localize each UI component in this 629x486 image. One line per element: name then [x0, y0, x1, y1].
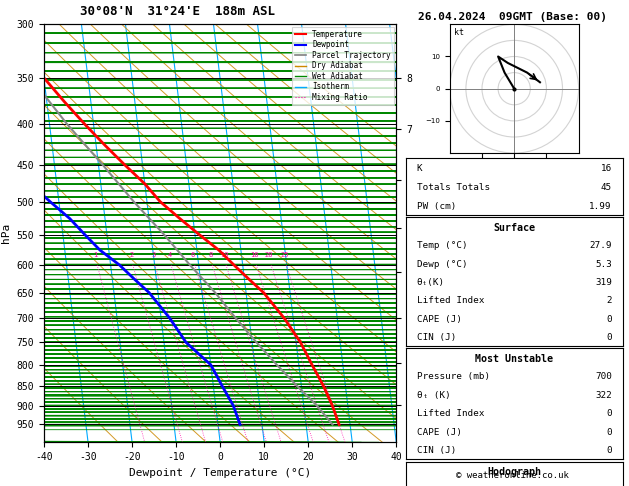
Text: CIN (J): CIN (J): [416, 333, 456, 342]
Legend: Temperature, Dewpoint, Parcel Trajectory, Dry Adiabat, Wet Adiabat, Isotherm, Mi: Temperature, Dewpoint, Parcel Trajectory…: [292, 27, 394, 105]
Text: Lifted Index: Lifted Index: [416, 296, 484, 305]
Text: 700: 700: [595, 372, 612, 382]
Text: 25: 25: [280, 252, 289, 258]
Text: 16: 16: [601, 164, 612, 173]
Text: 3: 3: [151, 252, 155, 258]
Text: Dewp (°C): Dewp (°C): [416, 260, 467, 269]
Text: θₜ (K): θₜ (K): [416, 391, 450, 400]
Text: 1.99: 1.99: [589, 202, 612, 210]
Text: 16: 16: [250, 252, 259, 258]
Text: 1: 1: [94, 252, 97, 258]
Text: 45: 45: [601, 183, 612, 191]
Y-axis label: hPa: hPa: [1, 223, 11, 243]
Text: kt: kt: [454, 28, 464, 37]
Text: 0: 0: [606, 409, 612, 418]
Text: CAPE (J): CAPE (J): [416, 428, 462, 437]
X-axis label: Dewpoint / Temperature (°C): Dewpoint / Temperature (°C): [129, 468, 311, 478]
Text: Pressure (mb): Pressure (mb): [416, 372, 490, 382]
Text: CAPE (J): CAPE (J): [416, 315, 462, 324]
Text: Most Unstable: Most Unstable: [475, 354, 554, 364]
Text: Mixing Ratio (g/kg): Mixing Ratio (g/kg): [442, 232, 451, 334]
Text: 8: 8: [208, 252, 213, 258]
Text: 20: 20: [265, 252, 274, 258]
Text: Temp (°C): Temp (°C): [416, 241, 467, 250]
Text: 319: 319: [595, 278, 612, 287]
Text: Totals Totals: Totals Totals: [416, 183, 490, 191]
Text: 26.04.2024  09GMT (Base: 00): 26.04.2024 09GMT (Base: 00): [418, 12, 607, 22]
Text: Lifted Index: Lifted Index: [416, 409, 484, 418]
Text: 2: 2: [606, 296, 612, 305]
Text: K: K: [416, 164, 422, 173]
Text: 322: 322: [595, 391, 612, 400]
Text: Hodograph: Hodograph: [487, 467, 541, 477]
Text: θₜ(K): θₜ(K): [416, 278, 445, 287]
Text: Surface: Surface: [493, 223, 535, 233]
Y-axis label: km
ASL: km ASL: [413, 225, 435, 242]
Text: 27.9: 27.9: [589, 241, 612, 250]
Text: 30°08'N  31°24'E  188m ASL: 30°08'N 31°24'E 188m ASL: [81, 5, 276, 18]
Text: 0: 0: [606, 446, 612, 455]
Text: 2: 2: [129, 252, 133, 258]
Text: 0: 0: [606, 315, 612, 324]
Text: 10: 10: [220, 252, 228, 258]
Text: 4: 4: [167, 252, 172, 258]
Text: 6: 6: [191, 252, 195, 258]
Text: 5.3: 5.3: [595, 260, 612, 269]
Text: PW (cm): PW (cm): [416, 202, 456, 210]
Text: © weatheronline.co.uk: © weatheronline.co.uk: [456, 471, 569, 480]
Text: 0: 0: [606, 333, 612, 342]
Text: 0: 0: [606, 428, 612, 437]
Text: CIN (J): CIN (J): [416, 446, 456, 455]
